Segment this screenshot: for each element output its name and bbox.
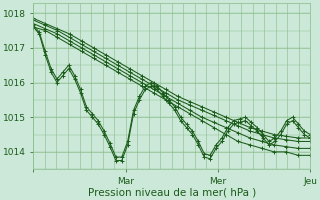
X-axis label: Pression niveau de la mer( hPa ): Pression niveau de la mer( hPa ) (88, 187, 256, 197)
